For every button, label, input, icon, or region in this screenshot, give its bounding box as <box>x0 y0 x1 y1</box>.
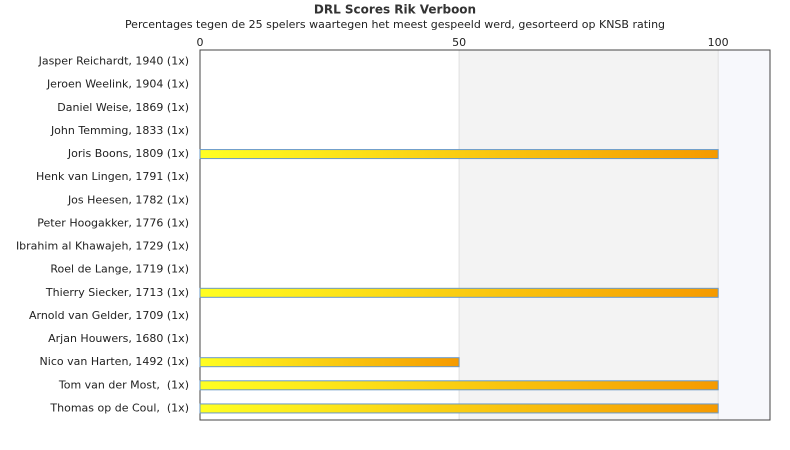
y-tick-label: Jeroen Weelink, 1904 (1x) <box>46 78 189 91</box>
y-tick-label: Ibrahim al Khawajeh, 1729 (1x) <box>16 240 189 253</box>
x-tick-label: 0 <box>197 36 204 49</box>
bar <box>199 380 719 391</box>
bar <box>199 149 719 160</box>
bar <box>199 357 460 368</box>
y-tick-label: Henk van Lingen, 1791 (1x) <box>36 170 189 183</box>
y-tick-label: Daniel Weise, 1869 (1x) <box>57 101 189 114</box>
y-tick-label: Nico van Harten, 1492 (1x) <box>40 355 189 368</box>
y-tick-label: Joris Boons, 1809 (1x) <box>67 147 189 160</box>
chart-title: DRL Scores Rik Verboon <box>314 3 476 17</box>
y-tick-label: Jasper Reichardt, 1940 (1x) <box>38 55 189 68</box>
y-tick-label: Thomas op de Coul, (1x) <box>49 401 189 414</box>
chart-subtitle: Percentages tegen de 25 spelers waartege… <box>125 18 665 31</box>
bar <box>199 287 719 298</box>
y-tick-label: Arjan Houwers, 1680 (1x) <box>48 332 189 345</box>
y-tick-label: Roel de Lange, 1719 (1x) <box>50 263 189 276</box>
x-tick-label: 50 <box>452 36 466 49</box>
y-tick-label: Jos Heesen, 1782 (1x) <box>67 193 189 206</box>
plot-band <box>718 50 770 420</box>
plot-border <box>199 49 771 421</box>
y-tick-label: Peter Hoogakker, 1776 (1x) <box>37 216 189 229</box>
y-tick-label: Tom van der Most, (1x) <box>58 378 189 391</box>
y-tick-label: Arnold van Gelder, 1709 (1x) <box>29 309 189 322</box>
y-tick-label: John Temming, 1833 (1x) <box>50 124 189 137</box>
y-tick-label: Thierry Siecker, 1713 (1x) <box>45 286 189 299</box>
plot-band <box>459 50 719 420</box>
bar <box>199 403 719 414</box>
x-tick-label: 100 <box>708 36 729 49</box>
